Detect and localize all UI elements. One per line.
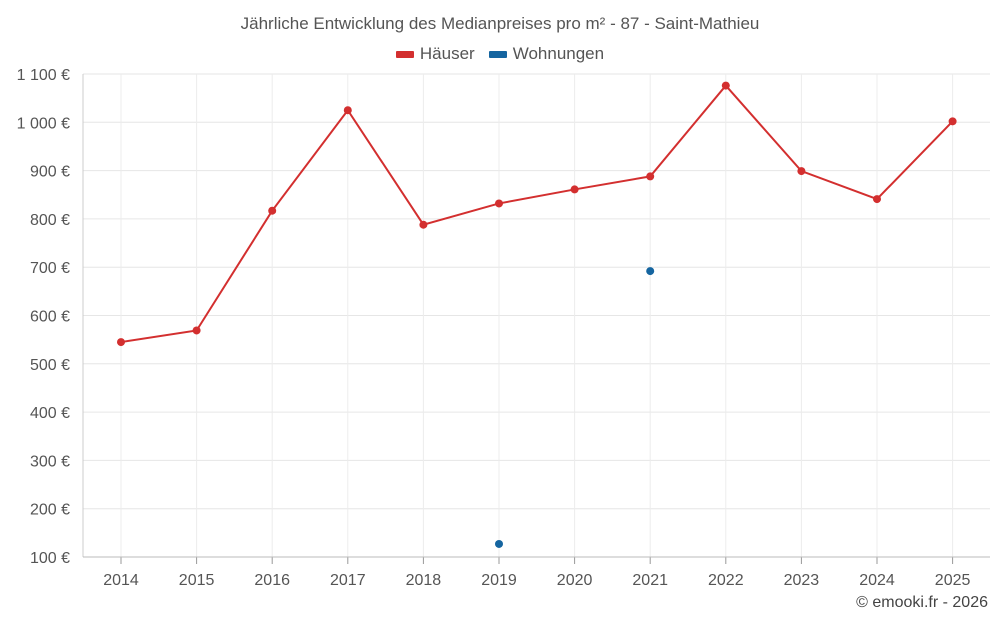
x-tick-label: 2015 (179, 572, 215, 589)
legend-swatch-haeuser (395, 50, 414, 58)
data-point-haeuser (268, 206, 277, 215)
x-tick-label: 2017 (330, 572, 366, 589)
x-tick-label: 2023 (784, 572, 820, 589)
x-tick-label: 2022 (708, 572, 744, 589)
data-point-haeuser (646, 172, 655, 181)
legend-item-wohnungen[interactable]: Wohnungen (488, 44, 605, 64)
x-tick-label: 2016 (254, 572, 290, 589)
x-tick-label: 2021 (632, 572, 668, 589)
data-point-haeuser (873, 195, 881, 204)
data-point-haeuser (419, 220, 428, 229)
data-point-haeuser (570, 185, 579, 194)
y-tick-label: 1 100 € (17, 67, 70, 84)
x-tick-label: 2019 (481, 572, 517, 589)
y-tick-label: 200 € (30, 502, 70, 519)
data-point-wohnungen (646, 267, 655, 276)
y-tick-label: 400 € (30, 405, 70, 422)
data-point-haeuser (117, 338, 125, 347)
x-tick-label: 2020 (557, 572, 593, 589)
data-point-haeuser (721, 81, 730, 90)
chart-title: Jährliche Entwicklung des Medianpreises … (240, 14, 760, 33)
y-tick-label: 600 € (30, 309, 70, 326)
data-point-wohnungen (495, 539, 503, 548)
y-tick-label: 500 € (30, 357, 70, 374)
credit-text: © emooki.fr - 2026 (856, 594, 988, 611)
y-tick-label: 800 € (30, 212, 70, 229)
data-point-haeuser (343, 106, 352, 115)
y-tick-label: 900 € (30, 164, 70, 181)
data-point-haeuser (948, 117, 957, 126)
chart-legend: Häuser Wohnungen (0, 44, 1000, 64)
y-tick-label: 100 € (30, 550, 70, 567)
x-tick-label: 2014 (103, 572, 139, 589)
series-line-haeuser (120, 84, 954, 344)
data-point-haeuser (192, 326, 201, 335)
legend-label-wohnungen: Wohnungen (512, 44, 605, 63)
legend-item-haeuser[interactable]: Häuser (395, 44, 475, 64)
data-point-haeuser (495, 199, 503, 208)
y-tick-label: 700 € (30, 260, 70, 277)
x-tick-label: 2018 (406, 572, 442, 589)
legend-label-haeuser: Häuser (419, 44, 475, 63)
data-point-haeuser (797, 167, 806, 176)
x-tick-label: 2024 (859, 572, 895, 589)
x-tick-label: 2025 (935, 572, 971, 589)
y-tick-label: 1 000 € (17, 115, 70, 132)
y-tick-label: 300 € (30, 453, 70, 470)
legend-swatch-wohnungen (488, 50, 507, 58)
